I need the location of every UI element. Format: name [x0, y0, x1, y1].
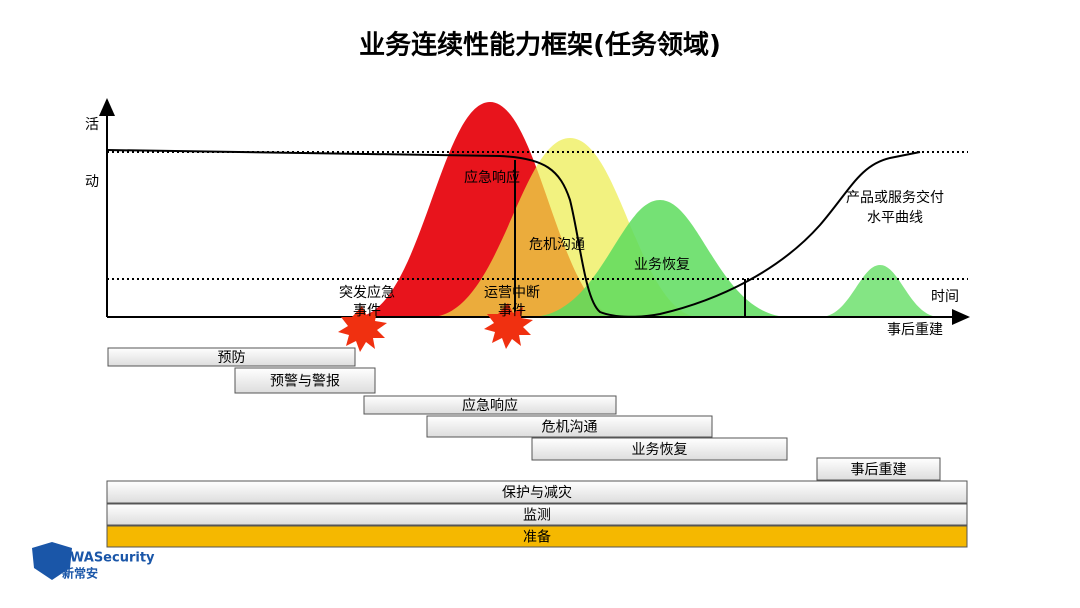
phase-bar [426, 415, 713, 438]
phase-bar [106, 503, 968, 526]
event-label: 突发应急 [339, 284, 395, 301]
phase-label: 危机沟通 [542, 420, 598, 436]
x-label: 时间 [931, 289, 959, 305]
phase-bar [531, 437, 788, 461]
curve-label: 危机沟通 [529, 237, 585, 253]
event-label: 运营中断 [484, 285, 540, 301]
event-label: 事件 [498, 303, 526, 319]
phase-bar [816, 457, 941, 481]
phase-label: 监测 [523, 508, 551, 524]
phase-label: 保护与减灾 [502, 484, 572, 501]
logo-name: 新常安 [62, 566, 98, 581]
starburst [338, 306, 387, 352]
logo: WASecurity 新常安 [32, 542, 155, 581]
green-bell [530, 200, 790, 317]
phase-bar [234, 367, 376, 394]
event-label: 事件 [353, 303, 381, 319]
phase-bar [106, 480, 968, 504]
phase-label: 业务恢复 [632, 441, 688, 458]
curve-label: 产品或服务交付 [846, 189, 944, 206]
curve-label: 业务恢复 [634, 256, 690, 273]
phase-label: 应急响应 [462, 397, 518, 414]
phase-label: 事后重建 [851, 462, 907, 478]
phase-bar [106, 525, 968, 548]
phase-label: 准备 [523, 529, 551, 546]
x-end-label: 事后重建 [887, 322, 943, 338]
curve-label: 应急响应 [464, 169, 520, 186]
bells [355, 102, 940, 317]
phase-label: 预防 [218, 350, 246, 366]
logo-brand: WASecurity [70, 551, 155, 566]
phase-label: 预警与警报 [270, 374, 340, 390]
phase-bar [363, 395, 617, 415]
starburst [484, 303, 533, 349]
y-label: 动 [85, 174, 99, 190]
title: 业务连续性能力框架(任务领域) [359, 30, 721, 61]
y-label: 活 [85, 117, 99, 133]
phase-bar [107, 347, 356, 367]
green-bell-small [820, 265, 940, 317]
curve-label: 水平曲线 [867, 210, 923, 226]
logo-shield [32, 542, 72, 580]
delivery-curve [106, 149, 921, 318]
